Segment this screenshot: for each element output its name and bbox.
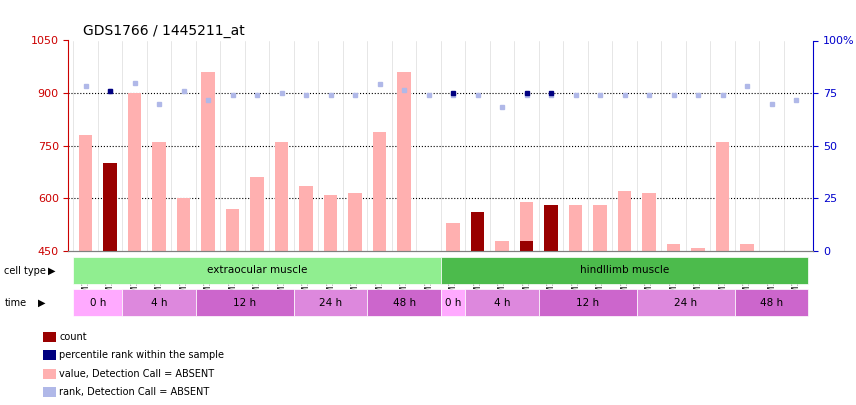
Bar [642,193,656,251]
Bar [74,289,122,316]
Text: 24 h: 24 h [675,298,698,308]
Bar [43,369,56,379]
Bar [196,289,294,316]
Bar [201,72,215,251]
Bar [466,289,538,316]
Bar [538,289,637,316]
Bar [294,289,367,316]
Bar [441,289,466,316]
Bar [226,209,240,251]
Bar [74,257,441,284]
Text: 4 h: 4 h [494,298,510,308]
Bar [471,213,484,251]
Bar [637,289,734,316]
Text: extraocular muscle: extraocular muscle [207,265,307,275]
Text: value, Detection Call = ABSENT: value, Detection Call = ABSENT [59,369,214,379]
Text: count: count [59,332,86,342]
Text: percentile rank within the sample: percentile rank within the sample [59,350,224,360]
Text: GDS1766 / 1445211_at: GDS1766 / 1445211_at [83,24,245,38]
Text: 4 h: 4 h [151,298,168,308]
Bar [43,350,56,360]
Bar [104,163,117,251]
Bar [324,195,337,251]
Bar [544,205,558,251]
Bar [593,205,607,251]
Bar [716,142,729,251]
Text: 48 h: 48 h [393,298,416,308]
Bar [122,289,196,316]
Bar [692,247,704,251]
Bar [104,163,117,251]
Bar [441,257,808,284]
Text: 48 h: 48 h [760,298,783,308]
Bar [373,132,386,251]
Bar [569,205,582,251]
Bar [79,135,92,251]
Bar [544,205,558,251]
Text: rank, Detection Call = ABSENT: rank, Detection Call = ABSENT [59,387,210,397]
Bar [300,186,312,251]
Bar [177,198,190,251]
Bar [43,332,56,342]
Text: cell type: cell type [4,266,46,275]
Bar [152,142,166,251]
Bar [397,72,411,251]
Bar [667,244,681,251]
Bar [43,387,56,397]
Bar [520,202,533,251]
Text: 0 h: 0 h [90,298,106,308]
Bar [496,241,508,251]
Text: 12 h: 12 h [576,298,599,308]
Text: 12 h: 12 h [234,298,257,308]
Bar [128,93,141,251]
Bar [348,193,362,251]
Bar [471,213,484,251]
Bar [520,241,533,251]
Text: ▶: ▶ [38,298,45,308]
Bar [618,192,632,251]
Bar [250,177,264,251]
Text: 0 h: 0 h [445,298,461,308]
Text: hindllimb muscle: hindllimb muscle [580,265,669,275]
Bar [734,289,808,316]
Text: ▶: ▶ [48,266,56,275]
Text: time: time [4,298,27,308]
Bar [740,244,754,251]
Bar [446,223,460,251]
Bar [367,289,441,316]
Bar [275,142,288,251]
Text: 24 h: 24 h [319,298,342,308]
